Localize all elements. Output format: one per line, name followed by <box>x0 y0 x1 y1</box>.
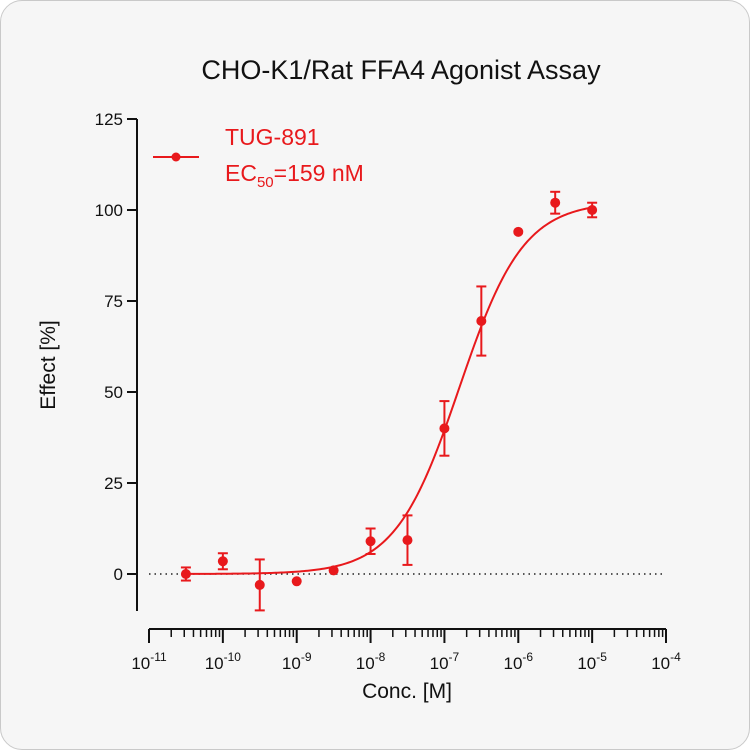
x-axis-label: Conc. [M] <box>362 680 452 703</box>
data-point <box>476 316 487 327</box>
data-point <box>291 576 302 587</box>
x-tick-label: 10-4 <box>651 650 681 673</box>
data-point <box>550 197 561 208</box>
fit-curve <box>185 206 593 575</box>
x-tick-label: 10-11 <box>131 650 167 673</box>
x-axis: 10-11 10-10 10-9 10-8 10-7 10-6 10-5 10-4 <box>131 628 681 673</box>
y-tick-label: 100 <box>95 201 123 220</box>
legend-ec50: EC50=159 nM <box>225 160 364 191</box>
x-tick-label: 10-8 <box>356 650 386 673</box>
legend: TUG-891 EC50=159 nM <box>153 124 364 191</box>
legend-ec50-subscript: 50 <box>257 174 274 191</box>
y-tick-label: 25 <box>104 474 123 493</box>
data-point <box>439 423 450 434</box>
y-tick-label: 0 <box>114 565 123 584</box>
x-tick-label: 10-7 <box>430 650 460 673</box>
data-point <box>365 536 376 547</box>
y-tick-label: 75 <box>104 292 123 311</box>
legend-series-name: TUG-891 <box>225 124 320 150</box>
x-tick-label: 10-10 <box>205 650 242 673</box>
fit-curve-path <box>185 206 593 575</box>
legend-marker <box>171 152 181 162</box>
chart-title: CHO-K1/Rat FFA4 Agonist Assay <box>201 55 601 85</box>
data-point <box>513 226 524 237</box>
y-axis: 0 25 50 75 100 125 <box>95 110 138 611</box>
legend-ec50-suffix: =159 nM <box>274 160 364 186</box>
y-tick-label: 50 <box>104 383 123 402</box>
data-point <box>328 565 339 576</box>
x-tick-label: 10-6 <box>503 650 533 673</box>
data-point <box>180 569 191 579</box>
data-point <box>587 205 598 215</box>
data-point <box>254 579 265 590</box>
data-points <box>180 190 598 612</box>
y-tick-label: 125 <box>95 110 123 129</box>
y-axis-label: Effect [%] <box>37 320 60 410</box>
data-point <box>402 535 413 546</box>
data-point <box>217 556 228 567</box>
x-tick-label: 10-9 <box>282 650 312 673</box>
legend-ec50-prefix: EC <box>225 160 257 186</box>
x-tick-label: 10-5 <box>577 650 607 673</box>
